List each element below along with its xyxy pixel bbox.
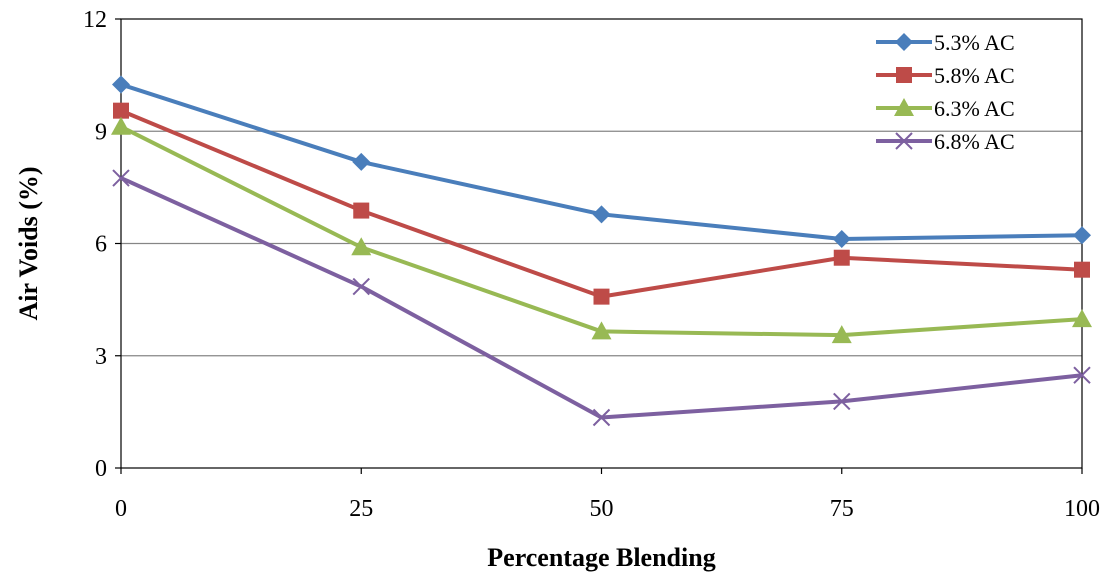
data-point (592, 205, 611, 224)
data-point (593, 288, 610, 305)
data-point (112, 169, 130, 187)
x-tick-label: 100 (1064, 496, 1100, 522)
legend-label: 5.3% AC (934, 30, 1015, 55)
legend: 5.3% AC 5.8% AC 6.3% AC 6.8% AC (876, 30, 1015, 154)
legend-marker (895, 33, 913, 51)
data-point (592, 408, 611, 427)
data-point (111, 116, 131, 135)
series-1 (112, 75, 1091, 249)
data-point (833, 249, 850, 266)
legend-entry: 5.8% AC (876, 63, 1015, 88)
series-lines (111, 75, 1092, 427)
x-axis-title: Percentage Blending (487, 543, 715, 572)
series-3 (111, 116, 1092, 344)
data-point (831, 325, 852, 344)
data-point (353, 202, 370, 219)
y-tick-label: 9 (95, 119, 107, 145)
legend-label: 6.3% AC (934, 96, 1015, 121)
legend-entry: 6.3% AC (876, 96, 1015, 121)
data-point (833, 392, 851, 411)
data-point (351, 237, 372, 256)
legend-label: 6.8% AC (934, 129, 1015, 154)
data-point (832, 230, 851, 249)
legend-marker (896, 67, 912, 83)
x-tick-label: 0 (115, 496, 127, 522)
data-point (1072, 309, 1092, 328)
data-point (352, 152, 371, 171)
data-point (352, 277, 370, 296)
data-point (113, 102, 129, 119)
x-tick-label: 50 (590, 496, 614, 522)
y-tick-label: 0 (95, 456, 107, 482)
gridlines (121, 130, 1082, 357)
data-point (1074, 261, 1090, 278)
y-tick-label: 6 (95, 232, 107, 258)
data-point (112, 75, 130, 94)
data-point (1073, 226, 1091, 245)
data-point (1073, 366, 1091, 384)
legend-entry: 6.8% AC (876, 129, 1015, 154)
series-2 (113, 102, 1090, 305)
legend-entry: 5.3% AC (876, 30, 1015, 55)
x-tick-label: 75 (830, 496, 854, 522)
x-tick-label: 25 (349, 496, 373, 522)
legend-marker (894, 98, 914, 116)
legend-marker (895, 132, 913, 150)
legend-label: 5.8% AC (934, 63, 1015, 88)
y-tick-label: 3 (95, 344, 107, 370)
data-point (591, 321, 612, 340)
y-tick-label: 12 (83, 7, 107, 33)
series-4 (112, 169, 1091, 427)
y-axis-title: Air Voids (%) (14, 166, 43, 320)
